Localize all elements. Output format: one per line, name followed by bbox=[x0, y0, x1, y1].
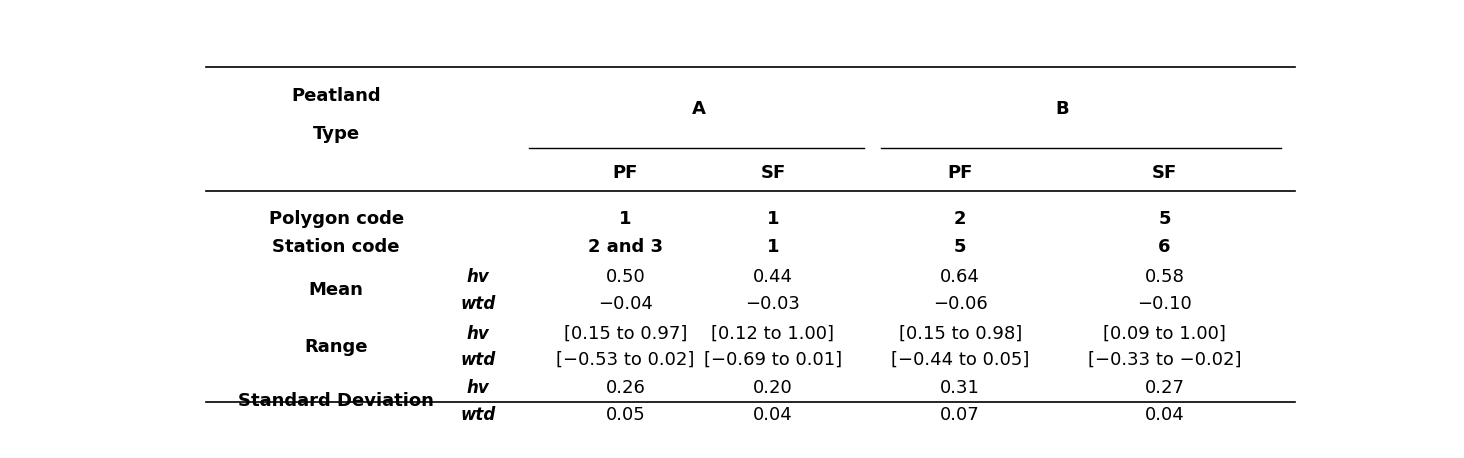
Text: 0.64: 0.64 bbox=[940, 268, 979, 286]
Text: 1: 1 bbox=[619, 210, 632, 228]
Text: 0.44: 0.44 bbox=[752, 268, 793, 286]
Text: PF: PF bbox=[947, 164, 974, 182]
Text: Mean: Mean bbox=[309, 281, 363, 299]
Text: SF: SF bbox=[1152, 164, 1177, 182]
Text: B: B bbox=[1056, 99, 1069, 118]
Text: wtd: wtd bbox=[460, 294, 496, 313]
Text: 0.05: 0.05 bbox=[606, 406, 646, 424]
Text: 0.26: 0.26 bbox=[606, 379, 646, 397]
Text: Peatland: Peatland bbox=[291, 87, 381, 104]
Text: [−0.53 to 0.02]: [−0.53 to 0.02] bbox=[556, 351, 695, 369]
Text: 1: 1 bbox=[767, 238, 779, 256]
Text: 1: 1 bbox=[767, 210, 779, 228]
Text: SF: SF bbox=[760, 164, 786, 182]
Text: Standard Deviation: Standard Deviation bbox=[239, 392, 435, 410]
Text: [0.09 to 1.00]: [0.09 to 1.00] bbox=[1102, 325, 1225, 343]
Text: 2 and 3: 2 and 3 bbox=[589, 238, 663, 256]
Text: 5: 5 bbox=[955, 238, 966, 256]
Text: 0.07: 0.07 bbox=[940, 406, 979, 424]
Text: 2: 2 bbox=[955, 210, 966, 228]
Text: Station code: Station code bbox=[272, 238, 400, 256]
Text: 0.31: 0.31 bbox=[940, 379, 979, 397]
Text: 0.04: 0.04 bbox=[1145, 406, 1184, 424]
Text: hv: hv bbox=[467, 268, 489, 286]
Text: [0.15 to 0.98]: [0.15 to 0.98] bbox=[899, 325, 1022, 343]
Text: [0.12 to 1.00]: [0.12 to 1.00] bbox=[712, 325, 834, 343]
Text: 6: 6 bbox=[1158, 238, 1171, 256]
Text: 0.20: 0.20 bbox=[752, 379, 793, 397]
Text: −0.03: −0.03 bbox=[745, 294, 801, 313]
Text: Range: Range bbox=[305, 338, 367, 355]
Text: 0.58: 0.58 bbox=[1145, 268, 1184, 286]
Text: −0.04: −0.04 bbox=[599, 294, 653, 313]
Text: PF: PF bbox=[613, 164, 638, 182]
Text: hv: hv bbox=[467, 379, 489, 397]
Text: −0.06: −0.06 bbox=[933, 294, 988, 313]
Text: Polygon code: Polygon code bbox=[268, 210, 404, 228]
Text: hv: hv bbox=[467, 325, 489, 343]
Text: [0.15 to 0.97]: [0.15 to 0.97] bbox=[564, 325, 687, 343]
Text: wtd: wtd bbox=[460, 406, 496, 424]
Text: 0.27: 0.27 bbox=[1145, 379, 1184, 397]
Text: [−0.33 to −0.02]: [−0.33 to −0.02] bbox=[1088, 351, 1241, 369]
Text: wtd: wtd bbox=[460, 351, 496, 369]
Text: −0.10: −0.10 bbox=[1138, 294, 1192, 313]
Text: [−0.44 to 0.05]: [−0.44 to 0.05] bbox=[892, 351, 1029, 369]
Text: 0.04: 0.04 bbox=[752, 406, 793, 424]
Text: A: A bbox=[692, 99, 706, 118]
Text: [−0.69 to 0.01]: [−0.69 to 0.01] bbox=[704, 351, 842, 369]
Text: 5: 5 bbox=[1158, 210, 1171, 228]
Text: Type: Type bbox=[313, 125, 360, 143]
Text: 0.50: 0.50 bbox=[606, 268, 646, 286]
